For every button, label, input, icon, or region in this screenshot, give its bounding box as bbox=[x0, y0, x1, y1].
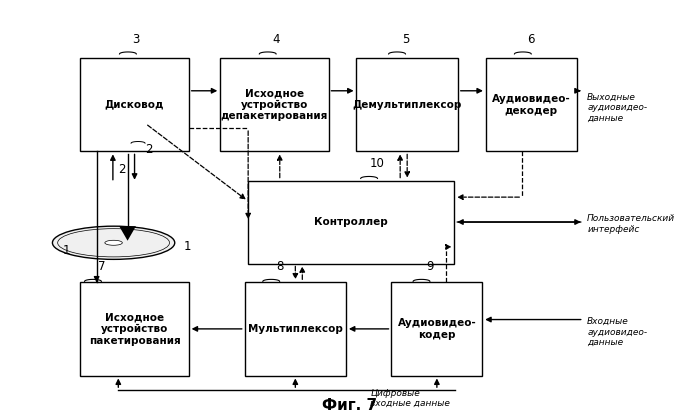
Text: 7: 7 bbox=[98, 260, 105, 273]
FancyBboxPatch shape bbox=[486, 58, 577, 151]
Text: 2: 2 bbox=[145, 143, 152, 156]
Text: Дисковод: Дисковод bbox=[105, 100, 164, 110]
Text: 9: 9 bbox=[426, 260, 433, 273]
Text: Пользовательский
интерфейс: Пользовательский интерфейс bbox=[587, 215, 675, 234]
FancyBboxPatch shape bbox=[80, 282, 189, 376]
Text: 2: 2 bbox=[119, 164, 126, 176]
Text: Цифровые
входные данные: Цифровые входные данные bbox=[370, 389, 450, 408]
Ellipse shape bbox=[105, 240, 122, 245]
Polygon shape bbox=[119, 226, 136, 241]
Text: 8: 8 bbox=[276, 260, 283, 273]
Ellipse shape bbox=[52, 226, 175, 259]
Text: Мультиплексор: Мультиплексор bbox=[248, 324, 343, 334]
FancyBboxPatch shape bbox=[80, 58, 189, 151]
FancyBboxPatch shape bbox=[391, 282, 482, 376]
FancyBboxPatch shape bbox=[245, 282, 346, 376]
Text: Контроллер: Контроллер bbox=[315, 217, 388, 227]
FancyBboxPatch shape bbox=[220, 58, 329, 151]
Text: Входные
аудиовидео-
данные: Входные аудиовидео- данные bbox=[587, 317, 647, 347]
Text: Аудиовидео-
декодер: Аудиовидео- декодер bbox=[492, 94, 570, 116]
Text: Фиг. 7: Фиг. 7 bbox=[322, 398, 377, 413]
FancyBboxPatch shape bbox=[356, 58, 458, 151]
Text: Исходное
устройство
депакетирования: Исходное устройство депакетирования bbox=[221, 88, 328, 122]
Text: 10: 10 bbox=[370, 157, 385, 170]
Text: 4: 4 bbox=[273, 33, 280, 46]
Text: 5: 5 bbox=[402, 33, 409, 46]
Text: Выходные
аудиовидео-
данные: Выходные аудиовидео- данные bbox=[587, 93, 647, 123]
Text: Демультиплексор: Демультиплексор bbox=[352, 100, 462, 110]
Text: Исходное
устройство
пакетирования: Исходное устройство пакетирования bbox=[89, 312, 180, 346]
Text: 1: 1 bbox=[63, 244, 70, 257]
Text: 6: 6 bbox=[528, 33, 535, 46]
FancyBboxPatch shape bbox=[248, 181, 454, 264]
Text: Аудиовидео-
кодер: Аудиовидео- кодер bbox=[398, 318, 476, 340]
Text: 1: 1 bbox=[183, 240, 191, 254]
Text: 3: 3 bbox=[133, 33, 140, 46]
